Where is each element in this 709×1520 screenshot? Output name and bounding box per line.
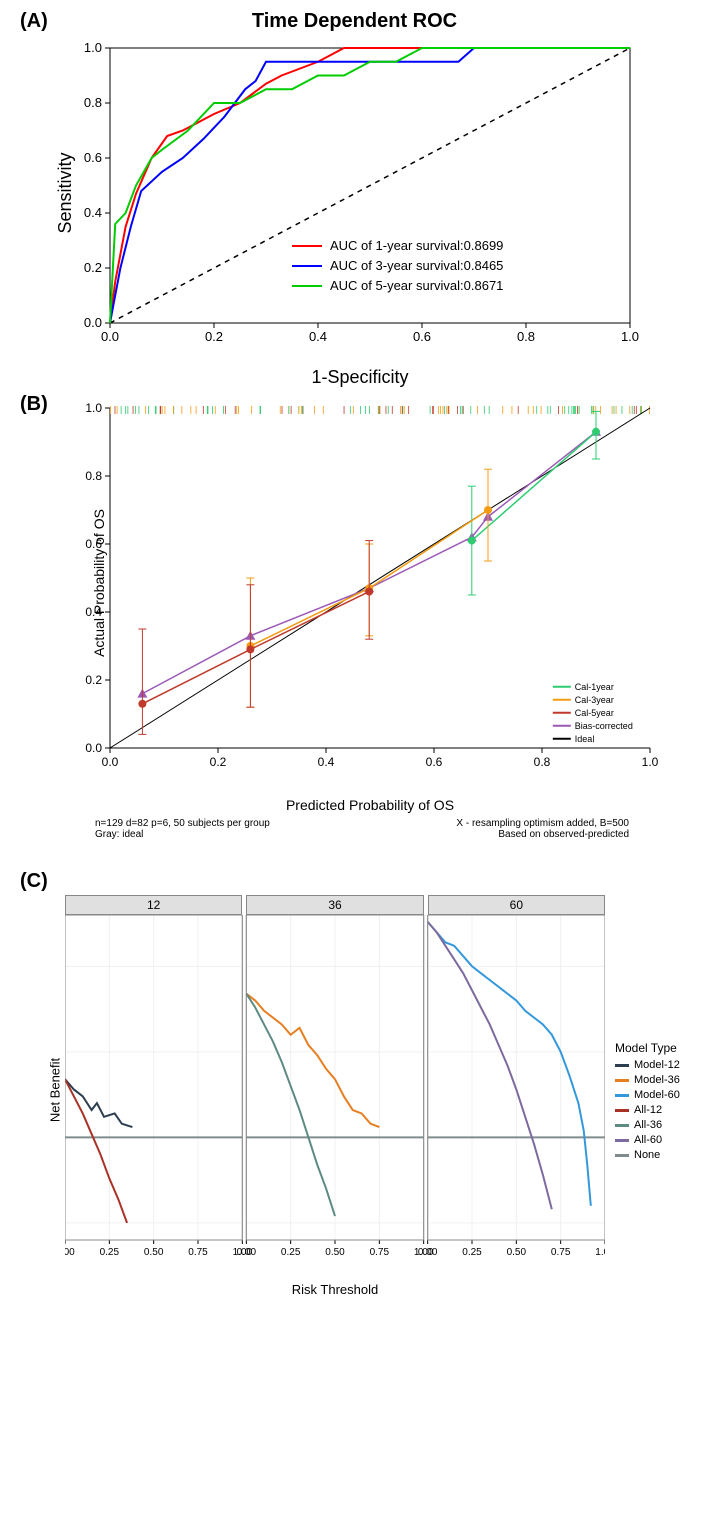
legend-item: Model-12 bbox=[615, 1059, 680, 1071]
svg-text:Cal-3year: Cal-3year bbox=[575, 695, 614, 705]
svg-text:0.2: 0.2 bbox=[205, 329, 223, 344]
svg-text:0.75: 0.75 bbox=[551, 1247, 571, 1258]
panel-b-ylabel: Actual Probability of OS bbox=[91, 509, 107, 657]
panel-c-chart: Net Benefit Risk Threshold -0.250.000.25… bbox=[65, 915, 605, 1265]
svg-text:0.00: 0.00 bbox=[237, 1247, 257, 1258]
svg-text:0.8: 0.8 bbox=[85, 469, 102, 483]
svg-text:1.0: 1.0 bbox=[642, 755, 659, 769]
svg-text:0.6: 0.6 bbox=[84, 150, 102, 165]
svg-text:Cal-5year: Cal-5year bbox=[575, 708, 614, 718]
svg-text:0.50: 0.50 bbox=[507, 1247, 527, 1258]
subtext-left: n=129 d=82 p=6, 50 subjects per group Gr… bbox=[95, 818, 270, 840]
svg-text:0.2: 0.2 bbox=[84, 260, 102, 275]
panel-b-xlabel: Predicted Probability of OS bbox=[286, 797, 454, 813]
svg-text:0.4: 0.4 bbox=[309, 329, 327, 344]
svg-text:0.25: 0.25 bbox=[281, 1247, 301, 1258]
legend-item: Model-60 bbox=[615, 1089, 680, 1101]
legend-item: None bbox=[615, 1149, 680, 1161]
svg-text:AUC of 5-year survival:0.8671: AUC of 5-year survival:0.8671 bbox=[330, 278, 503, 293]
panel-b: (B) Actual Probability of OS Predicted P… bbox=[10, 393, 699, 840]
panel-c-legend: Model Type Model-12 Model-36 Model-60 All-1… bbox=[615, 1041, 680, 1164]
panel-b-subtext: n=129 d=82 p=6, 50 subjects per group Gr… bbox=[95, 818, 629, 840]
panel-a-chart: Sensitivity 1-Specificity 0.00.20.40.60.… bbox=[80, 38, 640, 348]
legend-item: All-36 bbox=[615, 1119, 680, 1131]
svg-text:0.8: 0.8 bbox=[517, 329, 535, 344]
panel-b-label: (B) bbox=[20, 393, 48, 416]
svg-text:0.8: 0.8 bbox=[534, 755, 551, 769]
panel-a-label: (A) bbox=[20, 10, 48, 33]
svg-text:0.4: 0.4 bbox=[84, 205, 102, 220]
facet-36: 36 bbox=[246, 895, 423, 915]
svg-text:0.4: 0.4 bbox=[318, 755, 335, 769]
svg-text:1.00: 1.00 bbox=[595, 1247, 605, 1258]
panel-c-xlabel: Risk Threshold bbox=[292, 1282, 378, 1297]
svg-text:0.00: 0.00 bbox=[65, 1247, 75, 1258]
panel-c: (C) 12 36 60 Net Benefit Risk Threshold … bbox=[10, 870, 699, 1310]
svg-text:Ideal: Ideal bbox=[575, 734, 595, 744]
svg-text:0.2: 0.2 bbox=[85, 673, 102, 687]
svg-text:0.50: 0.50 bbox=[325, 1247, 345, 1258]
svg-text:1.0: 1.0 bbox=[621, 329, 639, 344]
panel-c-label: (C) bbox=[20, 870, 48, 893]
panel-c-ylabel: Net Benefit bbox=[48, 1058, 63, 1122]
legend-item: All-60 bbox=[615, 1134, 680, 1146]
svg-text:1.0: 1.0 bbox=[85, 401, 102, 415]
svg-text:0.00: 0.00 bbox=[418, 1247, 438, 1258]
svg-text:Bias-corrected: Bias-corrected bbox=[575, 721, 633, 731]
facet-headers: 12 36 60 bbox=[65, 895, 605, 915]
svg-text:Cal-1year: Cal-1year bbox=[575, 682, 614, 692]
svg-text:AUC of 3-year survival:0.8465: AUC of 3-year survival:0.8465 bbox=[330, 258, 503, 273]
svg-text:0.0: 0.0 bbox=[101, 329, 119, 344]
panel-a-ylabel: Sensitivity bbox=[55, 152, 76, 233]
facet-12: 12 bbox=[65, 895, 242, 915]
legend-item: All-12 bbox=[615, 1104, 680, 1116]
panel-a: (A) Time Dependent ROC Sensitivity 1-Spe… bbox=[10, 10, 699, 348]
legend-c-title: Model Type bbox=[615, 1041, 680, 1055]
panel-a-title: Time Dependent ROC bbox=[10, 10, 699, 33]
svg-text:0.50: 0.50 bbox=[144, 1247, 164, 1258]
svg-text:0.0: 0.0 bbox=[85, 741, 102, 755]
svg-text:0.0: 0.0 bbox=[102, 755, 119, 769]
svg-text:0.0: 0.0 bbox=[84, 315, 102, 330]
facet-60: 60 bbox=[428, 895, 605, 915]
panel-a-xlabel: 1-Specificity bbox=[311, 367, 408, 388]
svg-text:0.25: 0.25 bbox=[462, 1247, 482, 1258]
subtext-right: X - resampling optimism added, B=500 Bas… bbox=[456, 818, 629, 840]
svg-text:0.8: 0.8 bbox=[84, 95, 102, 110]
svg-text:0.75: 0.75 bbox=[370, 1247, 390, 1258]
legend-item: Model-36 bbox=[615, 1074, 680, 1086]
svg-text:0.75: 0.75 bbox=[188, 1247, 208, 1258]
svg-text:1.0: 1.0 bbox=[84, 40, 102, 55]
svg-text:0.6: 0.6 bbox=[426, 755, 443, 769]
svg-text:0.2: 0.2 bbox=[210, 755, 227, 769]
svg-text:AUC of 1-year survival:0.8699: AUC of 1-year survival:0.8699 bbox=[330, 238, 503, 253]
svg-text:0.6: 0.6 bbox=[413, 329, 431, 344]
svg-text:0.25: 0.25 bbox=[100, 1247, 120, 1258]
panel-b-chart: Actual Probability of OS Predicted Proba… bbox=[80, 393, 660, 773]
